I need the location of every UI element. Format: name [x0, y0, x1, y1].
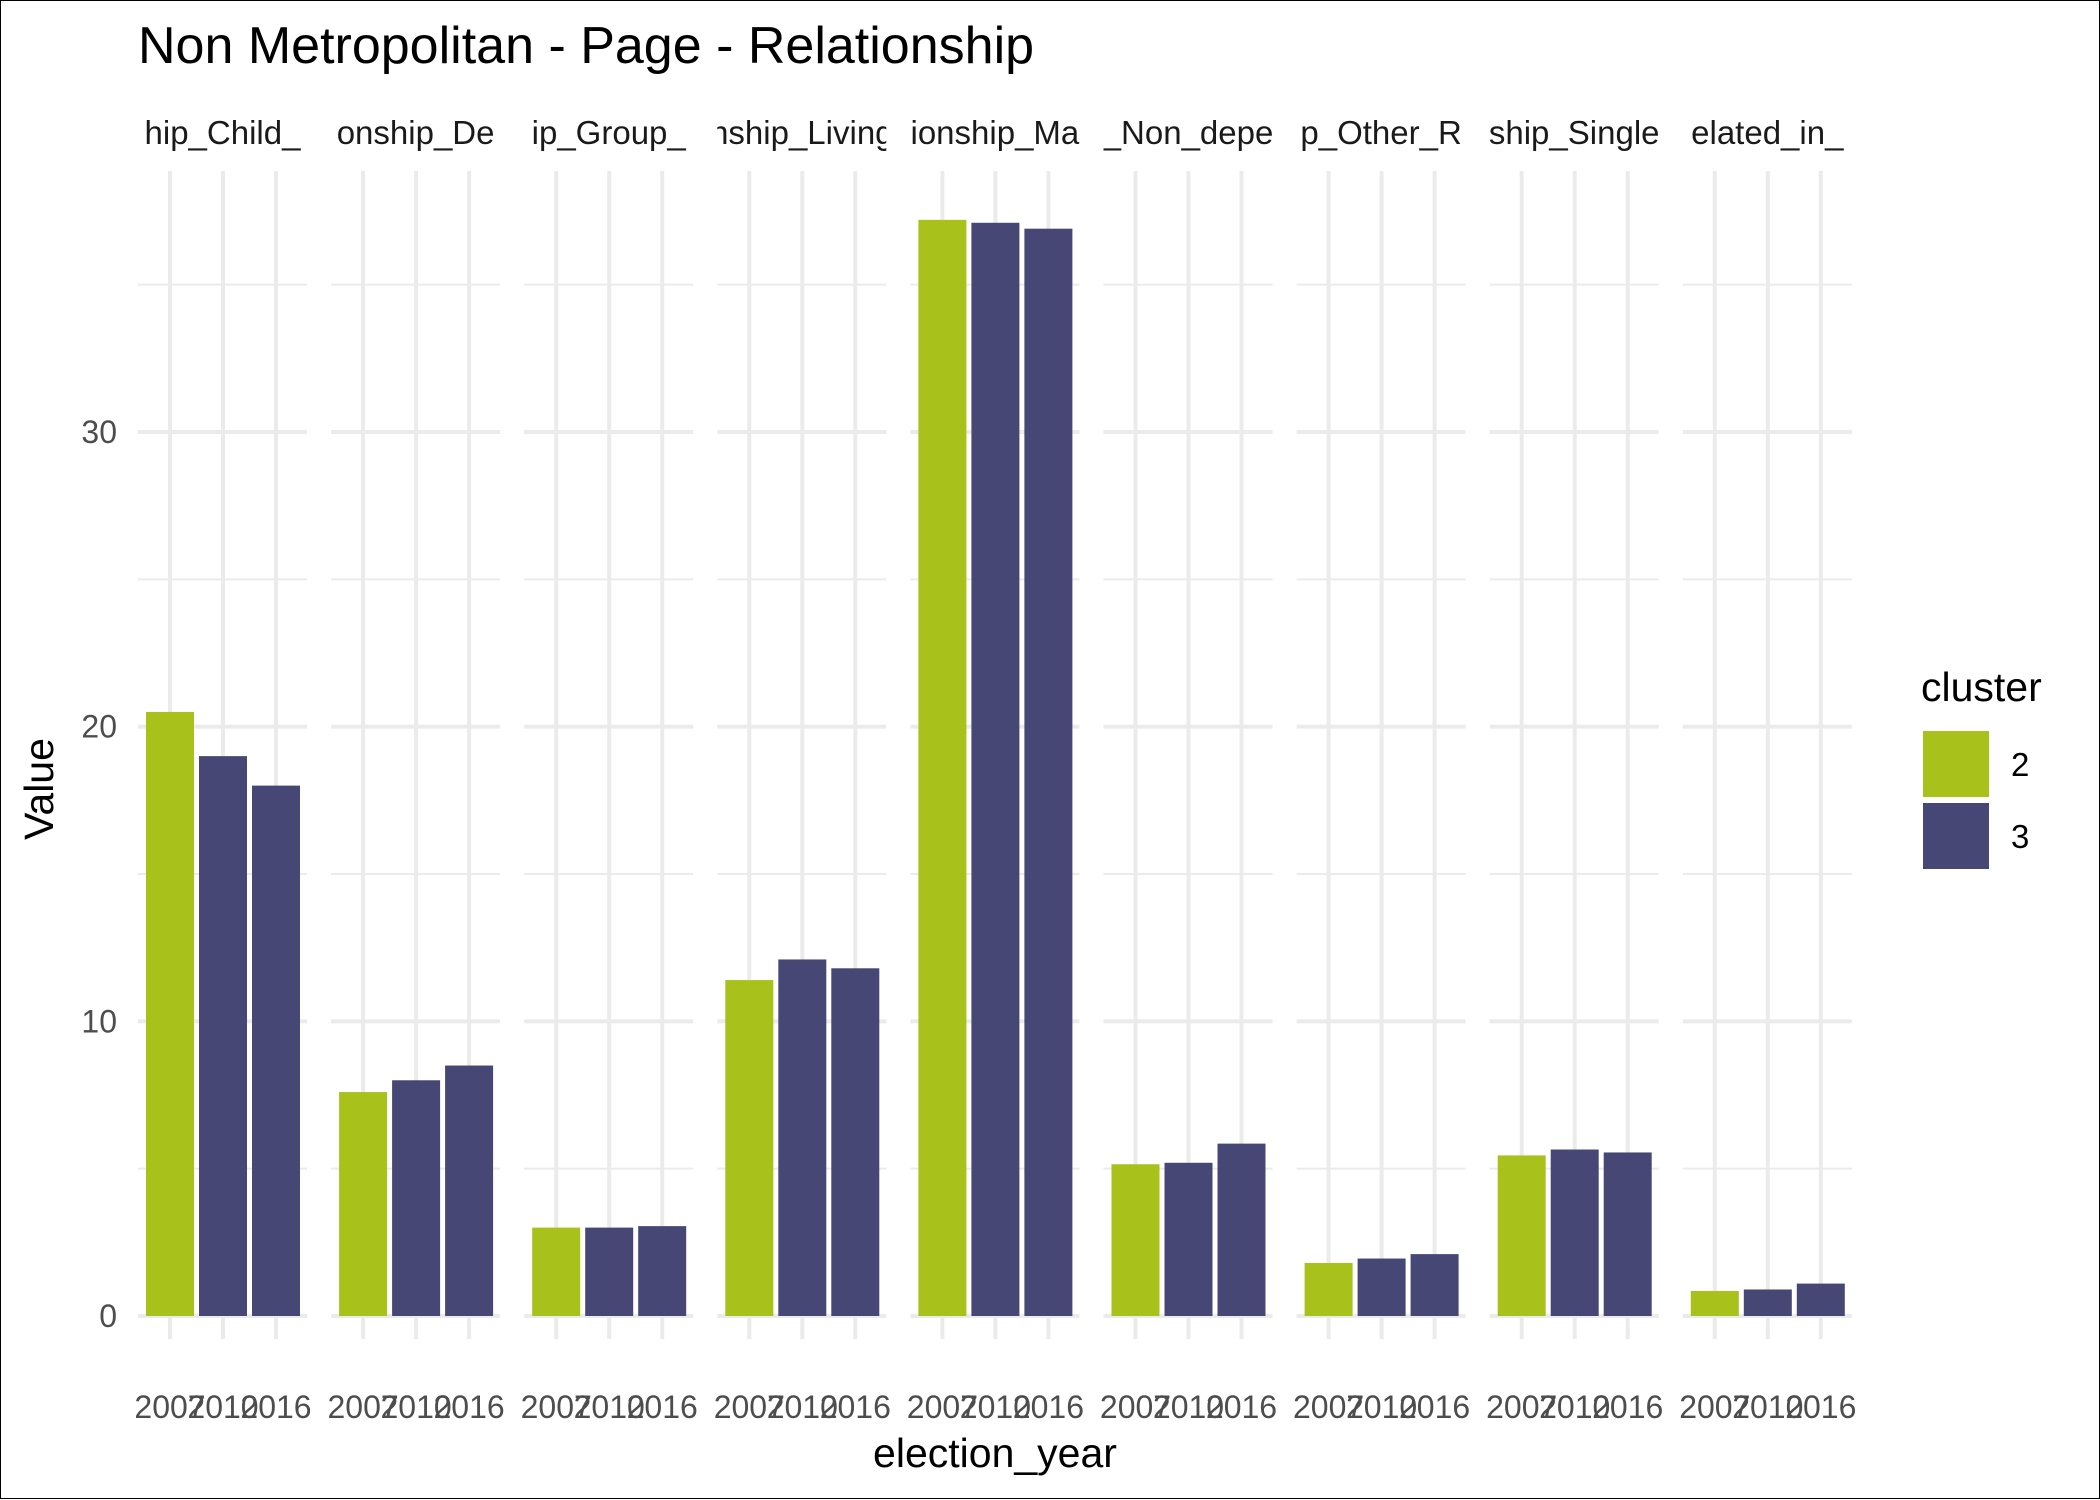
facet-strip-label: _Non_depe [1102, 114, 1274, 151]
x-tick-label: 2007 [134, 1389, 205, 1425]
bar [725, 980, 774, 1316]
x-tick-label: 2016 [1592, 1389, 1663, 1425]
bar [778, 959, 827, 1316]
x-tick-label: 2010 [574, 1389, 645, 1425]
legend-label: 3 [2011, 818, 2029, 855]
bar [1217, 1143, 1266, 1316]
legend-key [1923, 803, 1989, 869]
y-tick-label: 20 [81, 709, 117, 745]
bar [532, 1227, 581, 1316]
bar [1164, 1162, 1213, 1316]
facet-strip-label: ionship_Ma [911, 114, 1080, 151]
bar [392, 1080, 441, 1316]
bar [1304, 1262, 1353, 1316]
bar [831, 968, 880, 1316]
facet-strip-label: ip_Group_ [532, 114, 687, 151]
x-tick-label: 2010 [1732, 1389, 1803, 1425]
x-tick-label: 2010 [767, 1389, 838, 1425]
x-tick-label: 2016 [1013, 1389, 1084, 1425]
x-tick-label: 2016 [627, 1389, 698, 1425]
x-tick-label: 2010 [187, 1389, 258, 1425]
facet-strip-label: ship_Single [1489, 114, 1660, 151]
chart-title: Non Metropolitan - Page - Relationship [138, 17, 1034, 75]
y-tick-label: 30 [81, 414, 117, 450]
x-tick-label: 2016 [1785, 1389, 1856, 1425]
x-tick-label: 2007 [907, 1389, 978, 1425]
facet-strip-label: elated_in_ [1691, 114, 1844, 151]
legend-label: 2 [2011, 746, 2029, 783]
x-tick-label: 2010 [1153, 1389, 1224, 1425]
x-tick-label: 2007 [1293, 1389, 1364, 1425]
x-tick-label: 2010 [1346, 1389, 1417, 1425]
x-tick-label: 2007 [1100, 1389, 1171, 1425]
bar [199, 756, 247, 1316]
facet-panels: hip_Child_200720102016onship_De200720102… [134, 114, 1856, 1425]
facet-strip-label: hip_Child_ [145, 114, 302, 151]
facet-strip-label: p_Other_R [1300, 114, 1461, 151]
x-tick-label: 2010 [960, 1389, 1031, 1425]
x-tick-label: 2016 [1206, 1389, 1277, 1425]
legend-title: cluster [1921, 664, 2042, 710]
x-tick-label: 2007 [328, 1389, 399, 1425]
bar [918, 219, 967, 1317]
x-tick-label: 2016 [240, 1389, 311, 1425]
x-tick-label: 2007 [1486, 1389, 1557, 1425]
bar [1410, 1254, 1459, 1316]
x-tick-label: 2010 [1539, 1389, 1610, 1425]
bar [1357, 1258, 1406, 1316]
x-tick-label: 2016 [820, 1389, 891, 1425]
x-tick-label: 2016 [434, 1389, 505, 1425]
bar [1497, 1155, 1546, 1316]
legend: cluster 2 3 [1921, 664, 2042, 869]
bar [1111, 1164, 1160, 1316]
bar [1743, 1289, 1792, 1316]
x-tick-label: 2007 [1679, 1389, 1750, 1425]
bar [1603, 1152, 1652, 1316]
x-tick-label: 2016 [1399, 1389, 1470, 1425]
legend-key [1923, 731, 1989, 797]
x-tick-label: 2010 [381, 1389, 452, 1425]
bar [445, 1065, 494, 1316]
facet-strip-label: onship_De [337, 114, 495, 151]
y-tick-label: 10 [81, 1003, 117, 1039]
bar [585, 1227, 634, 1316]
y-tick-label: 0 [99, 1298, 117, 1334]
bar [252, 785, 300, 1316]
x-axis-title: election_year [873, 1430, 1117, 1476]
y-axis: 0 10 20 30 [81, 414, 117, 1334]
bar [638, 1226, 687, 1316]
bar [1690, 1290, 1739, 1316]
facet-strip-label: nship_Living [710, 114, 893, 151]
bar [971, 222, 1020, 1317]
x-tick-label: 2007 [521, 1389, 592, 1425]
bar [1796, 1283, 1845, 1316]
bar [339, 1092, 388, 1316]
y-axis-title: Value [16, 738, 62, 840]
x-tick-label: 2007 [714, 1389, 785, 1425]
bar [146, 711, 194, 1316]
bar [1024, 228, 1073, 1317]
bar [1550, 1149, 1599, 1316]
